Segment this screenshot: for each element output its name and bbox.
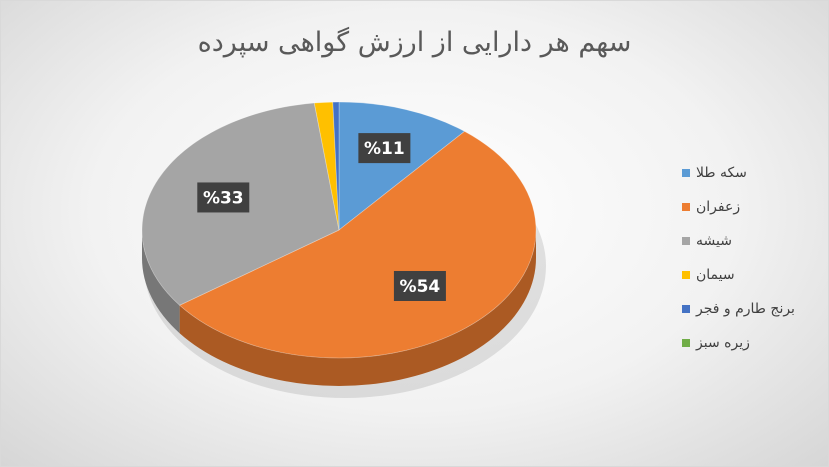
pie-side-شیشه: [142, 230, 180, 334]
data-label-box: [197, 182, 250, 213]
data-label-زعفران: %54: [393, 270, 446, 301]
legend-label: برنج طارم و فجر: [696, 301, 795, 317]
data-label-text: %33: [203, 188, 244, 208]
data-label-box: [393, 270, 446, 301]
data-label-شیشه: %33: [197, 182, 250, 213]
legend-item-برنج-طارم-و-فجر: برنج طارم و فجر: [682, 299, 795, 319]
pie-slice-سیمان: [313, 101, 340, 231]
legend-swatch: [682, 237, 690, 245]
data-label-box: [358, 133, 411, 164]
legend-label: سیمان: [696, 267, 735, 283]
legend-label: زیره سبز: [696, 335, 750, 351]
legend-swatch: [682, 169, 690, 177]
legend-label: زعفران: [696, 199, 741, 215]
data-label-text: %54: [400, 277, 441, 297]
legend-swatch: [682, 203, 690, 211]
legend-swatch: [682, 305, 690, 313]
pie-side-زعفران: [179, 230, 536, 386]
data-label-text: %11: [364, 139, 405, 159]
legend-item-شیشه: شیشه: [682, 231, 732, 251]
legend-swatch: [682, 339, 690, 347]
data-label-سکه-طلا: %11: [358, 133, 411, 164]
legend-swatch: [682, 271, 690, 279]
legend-label: سکه طلا: [696, 165, 747, 181]
legend-item-زعفران: زعفران: [682, 197, 740, 217]
legend-item-سکه-طلا: سکه طلا: [682, 163, 747, 183]
pie-slice-برنج-طارم-و-فجر: [332, 101, 340, 231]
legend-item-سیمان: سیمان: [682, 265, 735, 285]
legend-label: شیشه: [696, 233, 732, 249]
pie-slice-زعفران: [178, 130, 537, 359]
legend-item-زیره-سبز: زیره سبز: [682, 333, 750, 353]
chart-title: سهم هر دارایی از ارزش گواهی سپرده: [197, 27, 632, 58]
